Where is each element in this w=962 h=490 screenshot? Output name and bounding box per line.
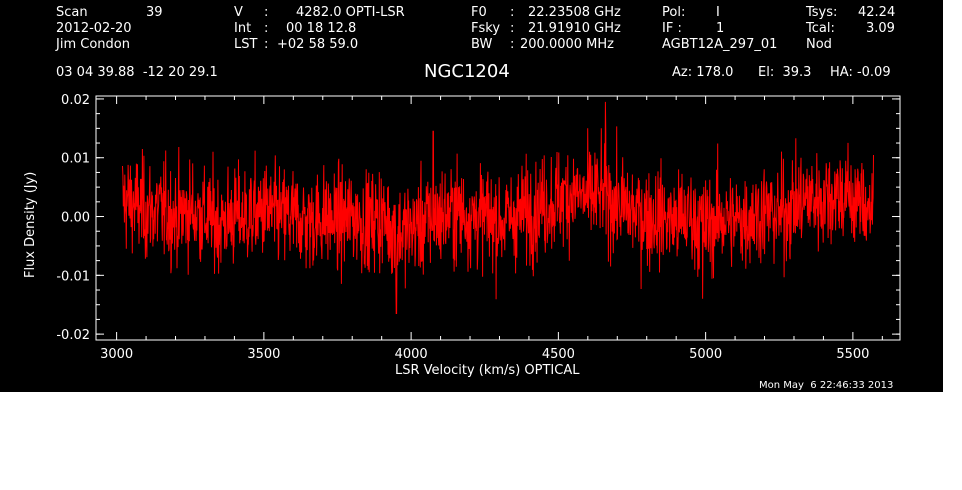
y-tick-label: -0.01 — [56, 269, 90, 284]
azimuth: Az: 178.0 — [672, 65, 734, 80]
pol-label: Pol: — [662, 5, 686, 20]
v-label: V — [234, 5, 243, 20]
int-sep: : — [264, 21, 269, 36]
bw-label: BW — [471, 37, 493, 52]
scan-value: 39 — [146, 5, 163, 20]
int-label: Int — [234, 21, 252, 36]
y-tick-label: 0.02 — [61, 93, 90, 108]
x-axis-label: LSR Velocity (km/s) OPTICAL — [395, 363, 580, 378]
x-tick-label: 3000 — [100, 347, 133, 362]
y-tick-label: 0.00 — [61, 211, 90, 226]
observer: Jim Condon — [56, 37, 130, 52]
fsky-value: 21.91910 GHz — [528, 21, 621, 36]
x-tick-label: 5000 — [689, 347, 722, 362]
lst-label: LST — [234, 37, 258, 52]
tsys-label: Tsys: — [806, 5, 838, 20]
y-tick-label: -0.02 — [56, 328, 90, 343]
spectrum-trace — [122, 101, 874, 314]
pol-value: I — [716, 5, 720, 20]
hour-angle: HA: -0.09 — [830, 65, 891, 80]
lst-value: +02 58 59.0 — [277, 37, 359, 52]
bw-sep: : — [510, 37, 515, 52]
v-value: 4282.0 OPTI-LSR — [296, 5, 405, 20]
lst-sep: : — [264, 37, 269, 52]
obs-date: 2012-02-20 — [56, 21, 132, 36]
y-tick-label: 0.01 — [61, 152, 90, 167]
fsky-sep: : — [510, 21, 515, 36]
tsys-value: 42.24 — [858, 5, 896, 20]
x-tick-label: 4500 — [542, 347, 575, 362]
tcal-label: Tcal: — [806, 21, 835, 36]
f0-sep: : — [510, 5, 515, 20]
x-tick-label: 3500 — [247, 347, 280, 362]
fsky-label: Fsky — [471, 21, 501, 36]
elevation: El: 39.3 — [758, 65, 812, 80]
int-value: 00 18 12.8 — [286, 21, 357, 36]
plot-timestamp: Mon May 6 22:46:33 2013 — [759, 380, 894, 391]
f0-value: 22.23508 GHz — [528, 5, 621, 20]
proc-name: Nod — [806, 37, 832, 52]
if-value: 1 — [716, 21, 725, 36]
x-tick-label: 4000 — [395, 347, 428, 362]
source-name: NGC1204 — [424, 61, 510, 82]
if-label: IF : — [662, 21, 682, 36]
v-sep: : — [264, 5, 269, 20]
project-id: AGBT12A_297_01 — [662, 37, 778, 52]
bw-value: 200.0000 MHz — [520, 37, 614, 52]
scan-label: Scan — [56, 5, 88, 20]
f0-label: F0 — [471, 5, 487, 20]
plot-frame — [95, 95, 901, 341]
tcal-value: 3.09 — [866, 21, 895, 36]
x-tick-label: 5500 — [836, 347, 869, 362]
source-coords: 03 04 39.88 -12 20 29.1 — [56, 65, 218, 80]
